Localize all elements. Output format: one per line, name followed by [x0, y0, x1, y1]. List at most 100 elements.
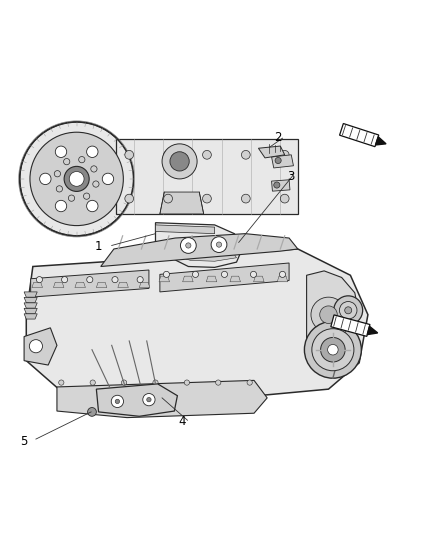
Polygon shape — [206, 276, 217, 282]
Text: 2: 2 — [274, 131, 282, 144]
Polygon shape — [277, 276, 288, 282]
Circle shape — [87, 146, 98, 157]
Circle shape — [216, 242, 222, 247]
Text: 4: 4 — [178, 416, 186, 429]
Circle shape — [64, 158, 70, 165]
Circle shape — [121, 380, 127, 385]
Circle shape — [30, 132, 124, 225]
Circle shape — [61, 277, 67, 282]
Circle shape — [211, 237, 227, 253]
Circle shape — [143, 393, 155, 406]
Circle shape — [163, 271, 170, 278]
Polygon shape — [118, 282, 128, 287]
Polygon shape — [24, 328, 57, 365]
Circle shape — [280, 150, 289, 159]
Circle shape — [68, 195, 74, 201]
Circle shape — [202, 194, 212, 203]
Circle shape — [111, 395, 124, 408]
Polygon shape — [367, 326, 378, 335]
Circle shape — [39, 173, 51, 184]
Circle shape — [87, 277, 93, 282]
Polygon shape — [183, 276, 193, 282]
Circle shape — [162, 144, 197, 179]
Polygon shape — [307, 271, 359, 356]
Circle shape — [64, 166, 89, 191]
FancyBboxPatch shape — [331, 315, 370, 336]
Circle shape — [180, 238, 196, 253]
Circle shape — [79, 157, 85, 163]
Circle shape — [320, 306, 337, 324]
Circle shape — [304, 321, 361, 378]
Polygon shape — [230, 276, 240, 282]
Polygon shape — [32, 282, 42, 287]
Circle shape — [192, 271, 198, 278]
Polygon shape — [31, 270, 149, 297]
Polygon shape — [75, 282, 85, 287]
Circle shape — [91, 166, 97, 172]
Circle shape — [102, 173, 114, 184]
Circle shape — [88, 408, 96, 416]
Circle shape — [312, 329, 354, 371]
Circle shape — [328, 344, 338, 355]
Circle shape — [137, 277, 143, 282]
Circle shape — [339, 302, 357, 319]
FancyBboxPatch shape — [339, 124, 379, 147]
Polygon shape — [155, 223, 243, 268]
Circle shape — [184, 380, 190, 385]
Polygon shape — [272, 180, 290, 191]
Circle shape — [59, 380, 64, 385]
Polygon shape — [96, 282, 107, 287]
Circle shape — [153, 380, 158, 385]
Polygon shape — [116, 140, 298, 214]
Circle shape — [112, 277, 118, 282]
Circle shape — [69, 172, 84, 187]
Circle shape — [115, 399, 120, 403]
Circle shape — [55, 146, 67, 157]
Circle shape — [221, 271, 228, 278]
Polygon shape — [272, 155, 293, 168]
Polygon shape — [24, 297, 37, 303]
Polygon shape — [57, 381, 267, 418]
Circle shape — [241, 194, 250, 203]
Circle shape — [215, 380, 221, 385]
Circle shape — [251, 271, 257, 278]
Polygon shape — [96, 384, 177, 416]
Circle shape — [93, 181, 99, 187]
Polygon shape — [101, 233, 298, 266]
Circle shape — [345, 307, 352, 314]
Polygon shape — [160, 192, 204, 214]
Circle shape — [54, 171, 60, 177]
Circle shape — [321, 337, 345, 362]
Circle shape — [125, 150, 134, 159]
Polygon shape — [162, 243, 237, 261]
Text: 5: 5 — [21, 435, 28, 448]
Polygon shape — [258, 146, 285, 158]
Circle shape — [20, 122, 134, 236]
Circle shape — [241, 150, 250, 159]
Polygon shape — [24, 308, 37, 313]
Circle shape — [55, 200, 67, 212]
Polygon shape — [26, 249, 368, 402]
Polygon shape — [160, 263, 289, 292]
Polygon shape — [24, 303, 37, 308]
Circle shape — [164, 194, 173, 203]
Circle shape — [202, 150, 212, 159]
Circle shape — [164, 150, 173, 159]
Circle shape — [56, 185, 63, 192]
Circle shape — [29, 340, 42, 353]
Circle shape — [147, 398, 151, 402]
Circle shape — [247, 380, 252, 385]
Polygon shape — [155, 225, 215, 233]
Polygon shape — [254, 276, 264, 282]
Polygon shape — [24, 314, 37, 319]
Circle shape — [90, 380, 95, 385]
Circle shape — [279, 271, 286, 278]
Circle shape — [84, 193, 90, 199]
Polygon shape — [139, 282, 150, 287]
Circle shape — [87, 200, 98, 212]
Polygon shape — [53, 282, 64, 287]
Polygon shape — [159, 276, 170, 282]
Polygon shape — [24, 292, 37, 297]
Circle shape — [280, 194, 289, 203]
Circle shape — [334, 296, 363, 325]
